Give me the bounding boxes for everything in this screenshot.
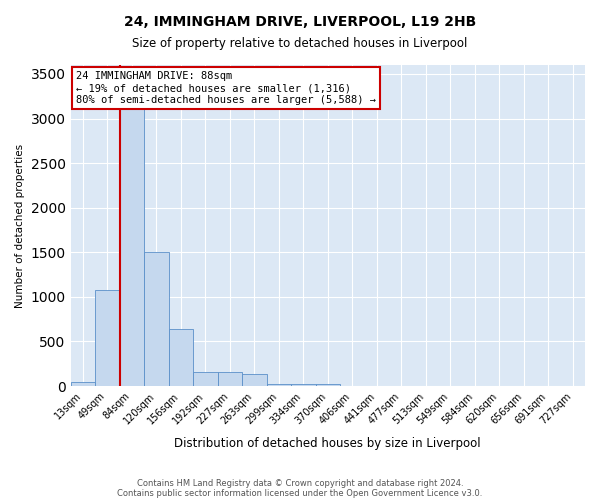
Bar [71, 382, 95, 386]
Bar [266, 384, 291, 386]
Bar [291, 384, 316, 386]
Bar [242, 374, 266, 386]
Text: Contains HM Land Registry data © Crown copyright and database right 2024.: Contains HM Land Registry data © Crown c… [137, 478, 463, 488]
Text: 24 IMMINGHAM DRIVE: 88sqm
← 19% of detached houses are smaller (1,316)
80% of se: 24 IMMINGHAM DRIVE: 88sqm ← 19% of detac… [76, 72, 376, 104]
Bar [218, 372, 242, 386]
Bar [193, 372, 218, 386]
Bar [95, 290, 119, 386]
Text: Contains public sector information licensed under the Open Government Licence v3: Contains public sector information licen… [118, 488, 482, 498]
Bar [119, 88, 144, 386]
Bar [316, 384, 340, 386]
X-axis label: Distribution of detached houses by size in Liverpool: Distribution of detached houses by size … [175, 437, 481, 450]
Text: 24, IMMINGHAM DRIVE, LIVERPOOL, L19 2HB: 24, IMMINGHAM DRIVE, LIVERPOOL, L19 2HB [124, 15, 476, 29]
Bar [169, 329, 193, 386]
Bar [144, 252, 169, 386]
Text: Size of property relative to detached houses in Liverpool: Size of property relative to detached ho… [133, 38, 467, 51]
Y-axis label: Number of detached properties: Number of detached properties [15, 144, 25, 308]
